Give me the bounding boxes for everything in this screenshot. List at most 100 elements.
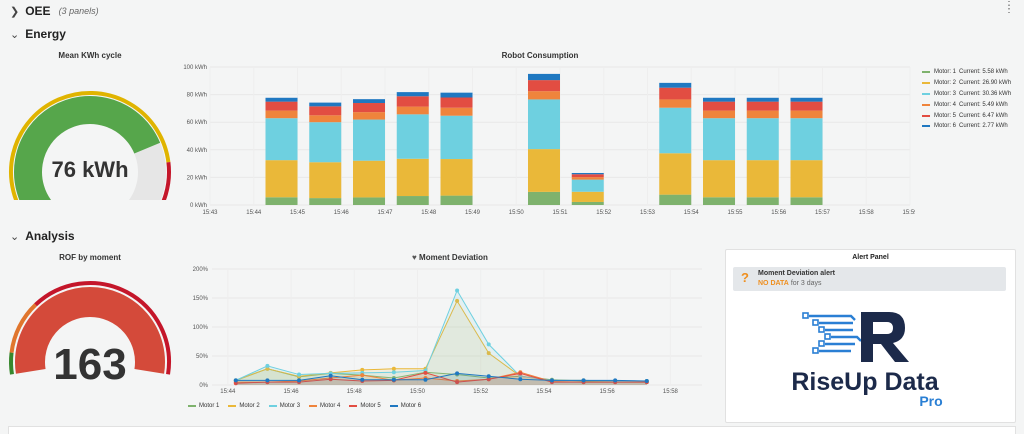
bar-segment[interactable] [440, 159, 473, 196]
bar-segment[interactable] [703, 97, 735, 102]
data-point[interactable] [265, 366, 270, 371]
bar-segment[interactable] [265, 101, 298, 111]
legend-item[interactable]: Motor: 1 Current: 5.58 kWh [922, 67, 1011, 78]
legend-item[interactable]: Motor 5 [349, 403, 381, 409]
chevron-down-icon[interactable]: ⌄ [10, 28, 20, 41]
bar-segment[interactable] [440, 115, 473, 160]
bar-segment[interactable] [571, 201, 604, 205]
bar-segment[interactable] [790, 97, 823, 102]
data-point[interactable] [549, 378, 554, 383]
bar-segment[interactable] [571, 174, 604, 178]
bar-segment[interactable] [396, 158, 429, 197]
bar-segment[interactable] [396, 96, 429, 107]
bar-segment[interactable] [571, 179, 604, 192]
bar-segment[interactable] [528, 80, 560, 92]
bar-segment[interactable] [440, 107, 473, 116]
bar-segment[interactable] [265, 118, 298, 161]
bar-segment[interactable] [571, 177, 604, 180]
bar-segment[interactable] [790, 197, 823, 205]
bar-segment[interactable] [528, 73, 560, 81]
data-point[interactable] [265, 378, 270, 383]
legend-item[interactable]: Motor 2 [228, 403, 260, 409]
data-point[interactable] [391, 377, 396, 382]
bar-segment[interactable] [790, 101, 823, 111]
series-line[interactable] [235, 372, 647, 382]
bar-segment[interactable] [353, 103, 385, 113]
data-point[interactable] [297, 372, 302, 377]
data-point[interactable] [360, 373, 365, 378]
data-point[interactable] [423, 377, 428, 382]
bar-segment[interactable] [309, 102, 342, 107]
bar-segment[interactable] [353, 99, 385, 104]
data-point[interactable] [486, 342, 491, 347]
legend-item[interactable]: Motor 3 [268, 403, 300, 409]
data-point[interactable] [233, 378, 238, 383]
chevron-down-icon[interactable]: ⌄ [10, 230, 20, 243]
data-point[interactable] [486, 351, 491, 356]
bar-segment[interactable] [571, 191, 604, 202]
bar-segment[interactable] [790, 160, 823, 198]
bar-segment[interactable] [309, 122, 342, 163]
data-point[interactable] [613, 378, 618, 383]
legend-item[interactable]: Motor: 2 Current: 26.90 kWh [922, 78, 1011, 89]
bar-segment[interactable] [353, 197, 385, 205]
data-point[interactable] [297, 378, 302, 383]
legend-item[interactable]: Motor: 5 Current: 6.47 kWh [922, 110, 1011, 121]
bar-segment[interactable] [790, 110, 823, 119]
bar-segment[interactable] [309, 198, 342, 205]
bar-segment[interactable] [353, 119, 385, 161]
bar-segment[interactable] [659, 107, 692, 154]
data-point[interactable] [360, 367, 365, 372]
bar-segment[interactable] [746, 101, 779, 111]
bar-segment[interactable] [703, 160, 735, 198]
bar-segment[interactable] [353, 160, 385, 198]
bar-segment[interactable] [659, 153, 692, 195]
data-point[interactable] [518, 377, 523, 382]
bar-segment[interactable] [746, 160, 779, 198]
legend-item[interactable]: Motor 1 [188, 403, 219, 409]
data-point[interactable] [455, 371, 460, 376]
bar-segment[interactable] [703, 101, 735, 111]
chevron-right-icon[interactable]: ❯ [10, 5, 20, 18]
bar-segment[interactable] [396, 114, 429, 159]
dashboard-row-header[interactable]: ❯ OEE (3 panels) ⋮ ⋮ [0, 0, 1024, 19]
bar-segment[interactable] [309, 162, 342, 199]
bar-segment[interactable] [265, 197, 298, 205]
bar-segment[interactable] [440, 97, 473, 108]
data-point[interactable] [455, 288, 460, 293]
section-analysis[interactable]: ⌄ Analysis [0, 228, 75, 244]
bar-segment[interactable] [528, 191, 560, 205]
bar-segment[interactable] [659, 194, 692, 205]
bar-segment[interactable] [440, 195, 473, 205]
data-point[interactable] [644, 378, 649, 383]
bar-segment[interactable] [265, 110, 298, 119]
legend-item[interactable]: Motor 6 [389, 403, 421, 409]
data-point[interactable] [391, 366, 396, 371]
bar-segment[interactable] [440, 92, 473, 98]
bar-segment[interactable] [309, 115, 342, 123]
data-point[interactable] [328, 373, 333, 378]
bar-segment[interactable] [746, 197, 779, 205]
data-point[interactable] [265, 363, 270, 368]
bar-segment[interactable] [265, 160, 298, 198]
bar-segment[interactable] [746, 110, 779, 119]
bar-segment[interactable] [703, 110, 735, 119]
data-point[interactable] [391, 370, 396, 375]
bar-segment[interactable] [703, 118, 735, 161]
bar-segment[interactable] [265, 97, 298, 102]
series-line[interactable] [235, 372, 647, 384]
legend-item[interactable]: Motor: 3 Current: 30.36 kWh [922, 89, 1011, 100]
bar-segment[interactable] [528, 99, 560, 150]
data-point[interactable] [455, 298, 460, 303]
data-point[interactable] [233, 381, 238, 386]
section-energy[interactable]: ⌄ Energy [0, 26, 66, 42]
data-point[interactable] [581, 378, 586, 383]
bar-segment[interactable] [528, 149, 560, 192]
bar-segment[interactable] [396, 106, 429, 115]
data-point[interactable] [360, 377, 365, 382]
bar-segment[interactable] [571, 172, 604, 175]
bar-segment[interactable] [528, 91, 560, 100]
vertical-dots-icon[interactable]: ⋮ ⋮ [1004, 0, 1014, 15]
bar-segment[interactable] [309, 106, 342, 116]
data-point[interactable] [328, 377, 333, 382]
